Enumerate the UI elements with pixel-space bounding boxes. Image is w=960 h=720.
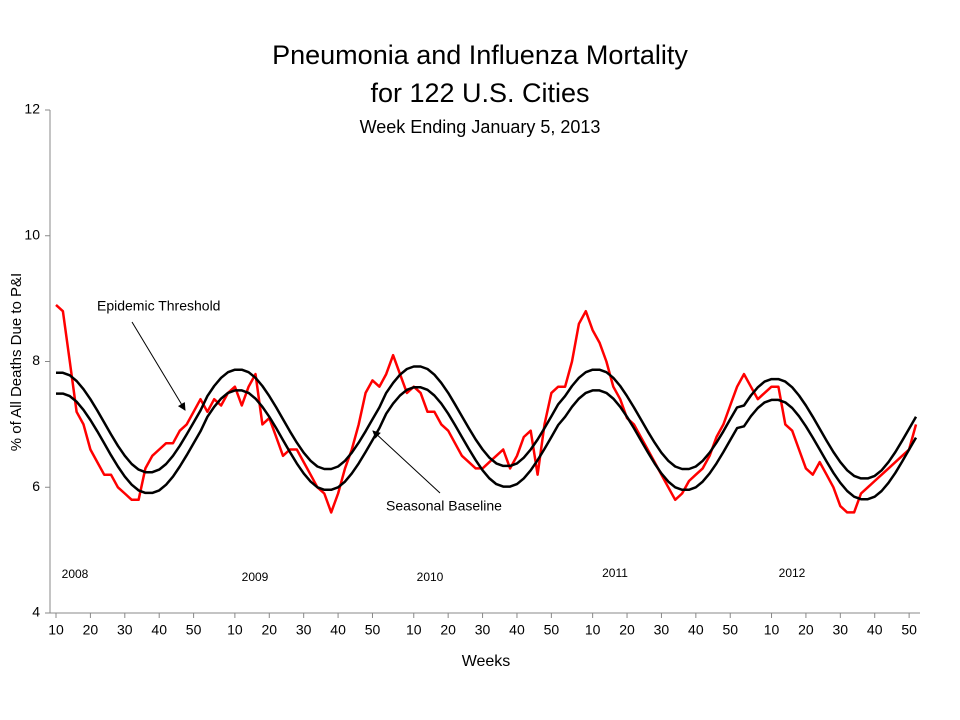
series-line (56, 365, 918, 480)
x-tick-label: 40 (151, 622, 167, 638)
x-tick-label: 30 (296, 622, 312, 638)
year-label: 2012 (779, 566, 806, 580)
threshold-arrow (131, 321, 186, 411)
x-tick-label: 50 (544, 622, 560, 638)
x-tick-label: 40 (509, 622, 525, 638)
year-label: 2008 (62, 567, 89, 581)
x-tick-label: 40 (330, 622, 346, 638)
year-label: 2011 (602, 566, 628, 580)
x-tick-label: 10 (406, 622, 422, 638)
x-tick-label: 30 (654, 622, 670, 638)
x-tick-label: 40 (688, 622, 704, 638)
x-tick-label: 50 (722, 622, 738, 638)
threshold-label: Epidemic Threshold (97, 298, 220, 314)
x-tick-label: 10 (48, 622, 64, 638)
x-tick-label: 30 (117, 622, 133, 638)
y-tick-label: 10 (24, 226, 40, 242)
x-tick-label: 30 (833, 622, 849, 638)
x-axis-label: Weeks (462, 653, 511, 670)
x-tick-label: 40 (867, 622, 883, 638)
x-tick-label: 20 (83, 622, 99, 638)
y-tick-label: 8 (32, 352, 40, 368)
y-tick-label: 4 (32, 604, 40, 620)
baseline-label: Seasonal Baseline (386, 498, 502, 514)
x-tick-label: 20 (798, 622, 814, 638)
series-line (56, 386, 918, 501)
year-label: 2010 (417, 570, 444, 584)
x-tick-label: 50 (186, 622, 202, 638)
chart-title: Pneumonia and Influenza Mortality (272, 40, 688, 70)
x-tick-label: 20 (261, 622, 277, 638)
x-tick-label: 20 (440, 622, 456, 638)
chart-subtitle: Week Ending January 5, 2013 (360, 117, 601, 137)
y-tick-label: 6 (32, 478, 40, 494)
chart-title: for 122 U.S. Cities (370, 78, 589, 108)
baseline-arrow (372, 430, 441, 494)
x-tick-label: 50 (901, 622, 917, 638)
y-axis-label: % of All Deaths Due to P&I (8, 273, 25, 451)
x-tick-label: 50 (365, 622, 381, 638)
x-tick-label: 10 (585, 622, 601, 638)
year-label: 2009 (242, 570, 269, 584)
x-tick-label: 30 (475, 622, 491, 638)
x-tick-label: 20 (619, 622, 635, 638)
x-tick-label: 10 (764, 622, 780, 638)
x-tick-label: 10 (227, 622, 243, 638)
y-tick-label: 12 (24, 101, 40, 117)
series-line (55, 303, 918, 514)
